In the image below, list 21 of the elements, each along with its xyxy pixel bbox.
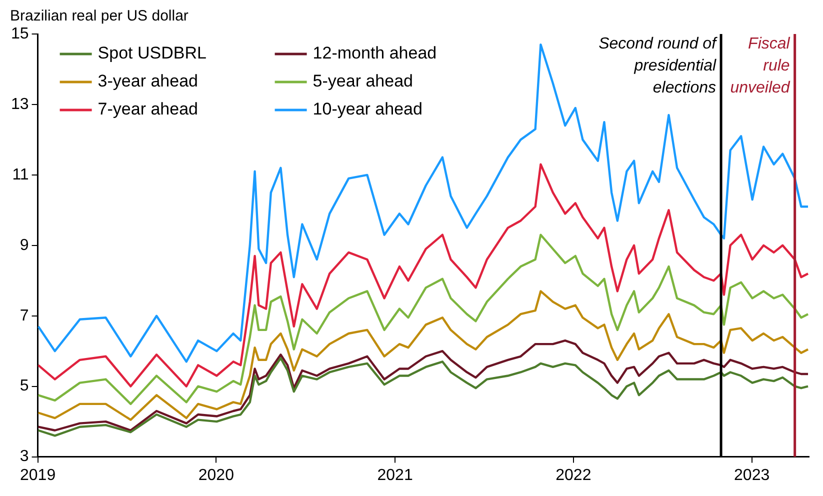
y-tick-label: 3 bbox=[20, 448, 29, 466]
y-tick-label: 7 bbox=[20, 307, 29, 324]
x-tick-label: 2019 bbox=[20, 466, 56, 484]
legend-label: 12-month ahead bbox=[312, 44, 437, 63]
y-tick-label: 13 bbox=[11, 96, 29, 113]
ref-line-label: Second round of presidential elections bbox=[598, 35, 718, 96]
y-tick-label: 5 bbox=[20, 378, 29, 395]
ref-line-label: Fiscal rule unveiled bbox=[730, 35, 791, 96]
legend-label: Spot USDBRL bbox=[98, 44, 206, 63]
y-tick-label: 11 bbox=[12, 166, 29, 184]
x-tick-label: 2020 bbox=[198, 466, 234, 484]
legend-label: 7-year ahead bbox=[98, 100, 198, 119]
legend-label: 3-year ahead bbox=[98, 72, 198, 91]
x-tick-label: 2022 bbox=[556, 466, 592, 484]
x-tick-label: 2021 bbox=[377, 466, 413, 484]
legend-label: 10-year ahead bbox=[312, 100, 422, 119]
y-tick-label: 9 bbox=[20, 236, 29, 254]
y-tick-label: 15 bbox=[11, 25, 29, 42]
x-tick-label: 2023 bbox=[734, 466, 770, 484]
y-axis-title: Brazilian real per US dollar bbox=[10, 8, 188, 25]
legend-label: 5-year ahead bbox=[312, 72, 413, 91]
